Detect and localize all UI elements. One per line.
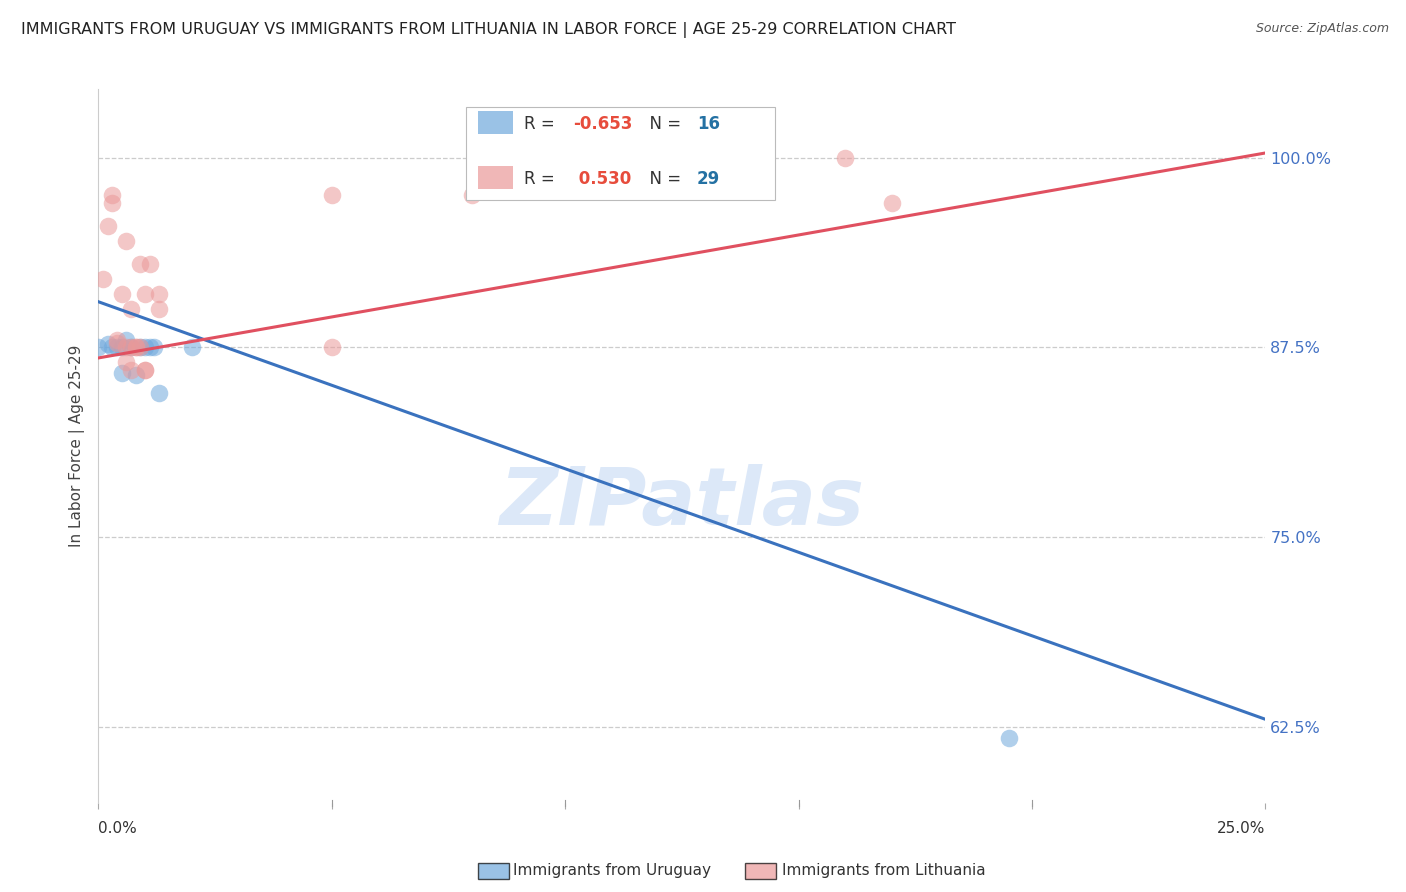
FancyBboxPatch shape bbox=[478, 166, 513, 189]
Text: Immigrants from Uruguay: Immigrants from Uruguay bbox=[513, 863, 711, 878]
Text: N =: N = bbox=[638, 170, 686, 188]
Point bbox=[321, 188, 343, 202]
Point bbox=[148, 287, 170, 301]
Y-axis label: In Labor Force | Age 25-29: In Labor Force | Age 25-29 bbox=[69, 345, 84, 547]
Text: ZIPatlas: ZIPatlas bbox=[499, 464, 865, 542]
Point bbox=[321, 340, 343, 354]
Text: 0.530: 0.530 bbox=[574, 170, 631, 188]
Point bbox=[139, 257, 162, 271]
Point bbox=[461, 188, 484, 202]
Point bbox=[91, 272, 114, 286]
Point bbox=[134, 340, 156, 354]
Point bbox=[120, 302, 142, 317]
Point bbox=[111, 366, 134, 380]
Point bbox=[120, 340, 142, 354]
Point bbox=[101, 340, 124, 354]
Point bbox=[115, 234, 138, 248]
Point bbox=[111, 287, 134, 301]
Point bbox=[97, 337, 120, 351]
Point bbox=[834, 151, 856, 165]
Point bbox=[111, 340, 134, 354]
Point bbox=[880, 196, 903, 211]
Point bbox=[129, 340, 152, 354]
Text: N =: N = bbox=[638, 115, 686, 133]
Point bbox=[143, 340, 166, 354]
Point bbox=[120, 340, 142, 354]
FancyBboxPatch shape bbox=[465, 107, 775, 200]
Point bbox=[134, 287, 156, 301]
Point bbox=[134, 363, 156, 377]
Point bbox=[125, 340, 148, 354]
Point bbox=[125, 340, 148, 354]
FancyBboxPatch shape bbox=[478, 111, 513, 134]
Point bbox=[115, 355, 138, 369]
Point bbox=[105, 340, 128, 354]
Point bbox=[148, 385, 170, 400]
Point bbox=[129, 340, 152, 354]
Text: Source: ZipAtlas.com: Source: ZipAtlas.com bbox=[1256, 22, 1389, 36]
Point bbox=[997, 731, 1019, 745]
Point bbox=[134, 363, 156, 377]
Point bbox=[180, 340, 202, 354]
Text: IMMIGRANTS FROM URUGUAY VS IMMIGRANTS FROM LITHUANIA IN LABOR FORCE | AGE 25-29 : IMMIGRANTS FROM URUGUAY VS IMMIGRANTS FR… bbox=[21, 22, 956, 38]
Point bbox=[105, 335, 128, 350]
Point bbox=[97, 219, 120, 233]
Point bbox=[101, 188, 124, 202]
Text: -0.653: -0.653 bbox=[574, 115, 633, 133]
Point bbox=[105, 333, 128, 347]
Text: 25.0%: 25.0% bbox=[1218, 821, 1265, 836]
Point bbox=[148, 302, 170, 317]
Text: 16: 16 bbox=[697, 115, 720, 133]
Point bbox=[115, 340, 138, 354]
Text: 0.0%: 0.0% bbox=[98, 821, 138, 836]
Text: Immigrants from Lithuania: Immigrants from Lithuania bbox=[782, 863, 986, 878]
Point bbox=[129, 257, 152, 271]
Point bbox=[115, 333, 138, 347]
Point bbox=[87, 340, 110, 354]
Text: 29: 29 bbox=[697, 170, 720, 188]
Text: R =: R = bbox=[524, 115, 561, 133]
Point bbox=[139, 340, 162, 354]
Point bbox=[125, 368, 148, 382]
Text: R =: R = bbox=[524, 170, 561, 188]
Point bbox=[120, 363, 142, 377]
Point bbox=[101, 196, 124, 211]
Point bbox=[484, 152, 506, 166]
